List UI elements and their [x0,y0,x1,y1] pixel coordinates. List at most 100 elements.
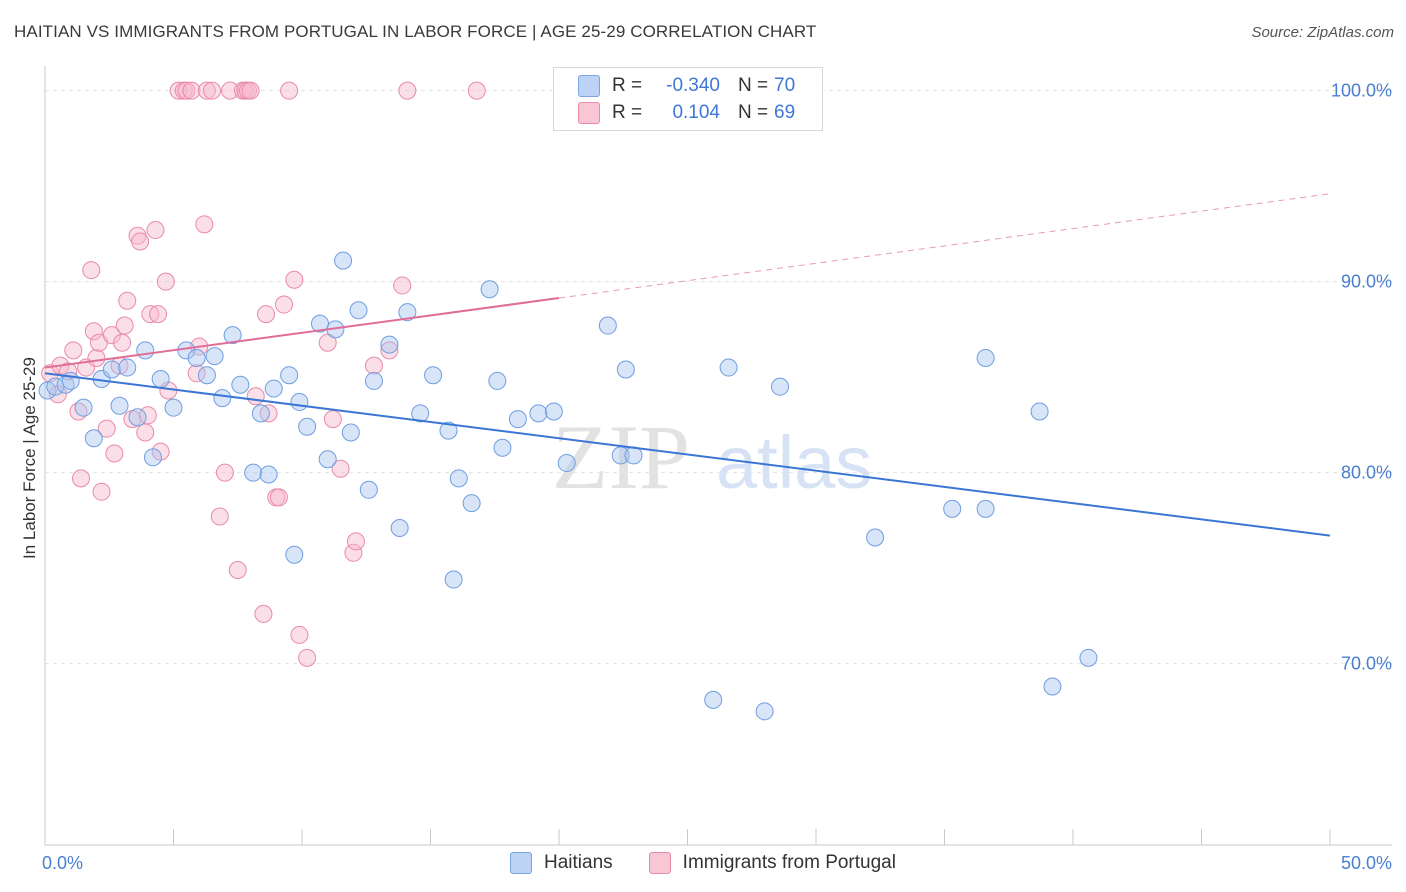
series-legend: Haitians Immigrants from Portugal [0,852,1406,874]
source-label: Source: ZipAtlas.com [1251,24,1394,41]
trend-lines [44,193,1331,537]
data-point-portugal [393,276,412,295]
data-point-haitian [280,366,299,385]
trend-line-portugal-extrapolated [558,193,1331,299]
data-point-portugal [269,488,288,507]
data-point-haitian [359,480,378,499]
data-point-haitian [318,450,337,469]
legend-r-label: R = [612,102,643,123]
x-tick-label: 50.0% [1341,853,1392,873]
data-point-haitian [143,448,162,467]
data-point-portugal [323,410,342,429]
legend-n-label: N = [738,102,769,123]
trend-line-haitians [44,372,1331,537]
data-point-haitian [349,301,368,320]
data-point-portugal [241,81,260,100]
data-point-haitian [449,469,468,488]
legend-item-haitians[interactable]: Haitians [510,852,613,874]
data-point-haitian [259,465,278,484]
data-point-haitian [244,463,263,482]
data-point-portugal [71,469,90,488]
data-point-haitian [231,375,250,394]
axes [44,66,1392,846]
legend-swatch-blue [510,852,533,874]
data-point-portugal [280,81,299,100]
data-point-portugal [221,81,240,100]
data-point-portugal [156,272,175,291]
watermark-zip: ZIP [552,406,690,508]
y-tick-label: 90.0% [1341,272,1392,292]
data-point-haitian [493,438,512,457]
data-point-haitian [1079,648,1098,667]
data-point-portugal [177,81,196,100]
data-point-haitian [341,423,360,442]
legend-item-portugal[interactable]: Immigrants from Portugal [648,852,896,874]
data-point-portugal [87,349,106,368]
data-point-haitian [110,396,129,415]
data-point-haitian [488,371,507,390]
data-point-haitian [290,392,309,411]
data-point-haitian [213,389,232,408]
data-point-portugal [115,316,134,335]
tick-labels: 100.0% 90.0% 80.0% 70.0% 0.0% 50.0% [42,81,1392,873]
data-point-haitian [151,370,170,389]
data-point-portugal [254,604,273,623]
data-point-portugal [346,532,365,551]
legend-label-haitians: Haitians [544,852,613,873]
data-point-portugal [318,333,337,352]
y-axis-label: In Labor Force | Age 25-29 [20,357,39,559]
watermark: ZIP atlas [552,406,872,508]
legend-swatch-pink [578,102,600,124]
legend-r-label: R = [612,75,643,96]
data-point-portugal [105,444,124,463]
data-point-haitian [84,429,103,448]
data-point-portugal [149,305,168,324]
data-point-portugal [195,215,214,234]
data-point-haitian [529,404,548,423]
data-point-portugal [215,463,234,482]
legend-row-haitians: R = -0.340 N = 70 [578,73,795,99]
legend-n-value: 69 [774,102,796,123]
data-point-portugal [92,482,111,501]
data-point-haitian [480,280,499,299]
data-point-portugal [398,81,417,100]
data-point-haitian [1043,677,1062,696]
data-point-portugal [97,419,116,438]
data-point-portugal [380,341,399,360]
data-point-haitian [205,347,224,366]
data-point-portugal [169,81,188,100]
chart-title: HAITIAN VS IMMIGRANTS FROM PORTUGAL IN L… [14,22,817,41]
data-point-haitian [439,421,458,440]
data-point-haitian [398,303,417,322]
data-point-haitian [264,379,283,398]
data-point-portugal [84,322,103,341]
stats-legend: R = -0.340 N = 70 R = 0.104 N = 69 [553,67,823,131]
data-point-haitian [719,358,738,377]
data-point-haitian [444,570,463,589]
legend-n-label: N = [738,75,769,96]
y-tick-label: 100.0% [1331,81,1392,101]
data-point-haitian [424,366,443,385]
data-point-haitian [197,366,216,385]
watermark-atlas: atlas [716,421,872,504]
data-point-haitian [976,499,995,518]
data-point-portugal [197,81,216,100]
data-point-haitian [380,335,399,354]
data-point-haitian [102,360,121,379]
data-point-haitian [557,454,576,473]
data-point-portugal [259,404,278,423]
trend-line-portugal [44,297,560,369]
legend-r-value: -0.340 [666,75,720,96]
data-point-portugal [182,81,201,100]
data-point-portugal [82,261,101,280]
data-point-portugal [131,232,150,251]
data-point-haitian [704,690,723,709]
data-point-haitian [364,371,383,390]
data-point-portugal [64,341,83,360]
data-point-portugal [246,387,265,406]
data-point-haitian [390,518,409,537]
data-point-haitian [508,410,527,429]
data-point-portugal [136,423,155,442]
data-point-haitian [598,316,617,335]
legend-swatch-pink [648,852,671,874]
